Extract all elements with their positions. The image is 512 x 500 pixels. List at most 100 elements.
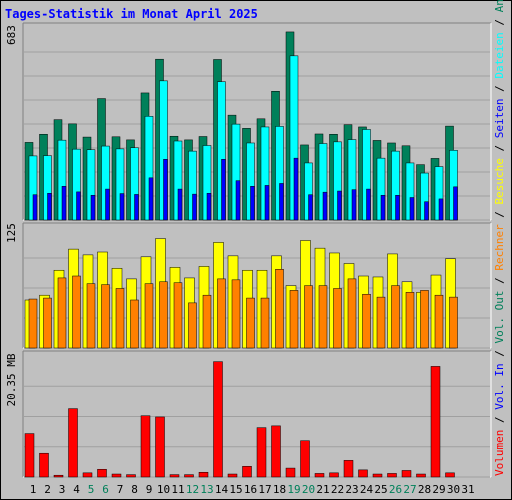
bar-volumen-day-6: [97, 469, 107, 478]
bar-rechner-day-20: [304, 285, 313, 349]
bar-volumen-day-22: [329, 472, 339, 478]
bar-rechner-day-3: [57, 277, 67, 349]
bar-rechner-day-16: [246, 297, 255, 349]
x-tick-label-day-5: 5: [88, 483, 95, 496]
x-tick-label-day-18: 18: [273, 483, 286, 496]
bar-volumen-day-30: [445, 472, 455, 478]
bar-seiten-day-24: [366, 188, 371, 221]
bar-volumen-day-11: [169, 474, 180, 478]
bar-volumen-day-17: [256, 427, 267, 478]
legend-dateien: Dateien: [493, 32, 506, 78]
bar-volumen-day-8: [126, 474, 136, 478]
x-tick-label-day-25: 25: [374, 483, 387, 496]
x-tick-label-day-13: 13: [200, 483, 213, 496]
legend-separator: /: [493, 410, 506, 430]
bar-rechner-day-6: [101, 284, 110, 349]
bar-volumen-day-28: [416, 473, 426, 478]
x-tick-label-day-7: 7: [117, 483, 124, 496]
legend-separator: /: [493, 12, 506, 32]
bar-rechner-day-28: [420, 290, 429, 349]
bar-rechner-day-8: [130, 299, 139, 349]
x-tick-label-day-3: 3: [59, 483, 66, 496]
bar-rechner-day-2: [43, 297, 52, 349]
bar-rechner-day-25: [376, 296, 386, 349]
bar-seiten-day-25: [380, 195, 386, 221]
bar-seiten-day-27: [409, 197, 415, 221]
bar-seiten-day-19: [293, 157, 299, 221]
x-tick-label-day-16: 16: [244, 483, 257, 496]
bar-rechner-day-15: [231, 279, 241, 349]
x-tick-label-day-26: 26: [389, 483, 402, 496]
bar-rechner-day-24: [362, 293, 371, 349]
bar-volumen-day-2: [39, 452, 49, 478]
bar-rechner-day-13: [202, 294, 212, 349]
bar-rechner-day-12: [188, 302, 197, 349]
y-axis-max-label: 683: [5, 25, 18, 45]
bar-seiten-day-15: [235, 180, 241, 221]
bar-volumen-day-1: [24, 433, 35, 478]
legend-vol-out: Vol. Out: [493, 291, 506, 344]
legend-anfragen: Anfragen: [493, 0, 506, 12]
bar-volumen-day-18: [271, 425, 281, 478]
bar-rechner-day-19: [289, 290, 299, 349]
x-tick-label-day-23: 23: [345, 483, 358, 496]
legend-seiten: Seiten: [493, 98, 506, 138]
bar-rechner-day-9: [144, 283, 154, 349]
bar-seiten-day-13: [206, 193, 212, 221]
x-tick-label-day-9: 9: [146, 483, 153, 496]
bar-seiten-day-23: [351, 189, 357, 221]
bar-volumen-day-20: [300, 440, 310, 478]
x-tick-label-day-8: 8: [131, 483, 138, 496]
bar-seiten-day-20: [308, 194, 313, 221]
x-tick-label-day-14: 14: [215, 483, 229, 496]
bar-volumen-day-10: [155, 416, 165, 478]
legend-rechner: Rechner: [493, 224, 506, 271]
bar-seiten-day-21: [322, 191, 328, 221]
bar-seiten-day-11: [177, 188, 183, 221]
bar-volumen-day-16: [242, 466, 252, 478]
legend-separator: /: [493, 271, 506, 291]
bar-seiten-day-29: [438, 198, 444, 221]
bar-seiten-day-1: [32, 194, 38, 221]
bar-rechner-day-17: [260, 297, 270, 349]
legend-vol-in: Vol. In: [493, 363, 506, 409]
x-tick-label-day-20: 20: [302, 483, 315, 496]
bar-rechner-day-21: [318, 285, 328, 349]
bar-seiten-day-8: [134, 194, 139, 221]
x-tick-label-day-24: 24: [360, 483, 374, 496]
x-tick-label-day-10: 10: [157, 483, 170, 496]
bar-rechner-day-18: [275, 269, 284, 349]
x-tick-label-day-19: 19: [287, 483, 300, 496]
bar-volumen-day-9: [140, 415, 151, 478]
bar-seiten-day-7: [119, 193, 125, 221]
bar-volumen-day-4: [68, 408, 78, 478]
x-tick-label-day-27: 27: [403, 483, 416, 496]
bar-seiten-day-2: [47, 193, 52, 221]
chart-title: Tages-Statistik im Monat April 2025: [5, 7, 258, 21]
legend-volumen: Volumen: [493, 430, 506, 476]
x-tick-label-day-29: 29: [432, 483, 445, 496]
bar-rechner-day-29: [434, 294, 444, 349]
legend-besuche: Besuche: [493, 158, 506, 204]
bar-seiten-day-9: [148, 177, 154, 221]
bar-volumen-day-5: [82, 472, 93, 478]
bar-seiten-day-6: [105, 188, 110, 221]
bar-volumen-day-19: [285, 467, 296, 478]
bar-rechner-day-14: [217, 278, 226, 349]
bar-volumen-day-26: [387, 473, 397, 478]
x-tick-label-day-31: 31: [461, 483, 474, 496]
bar-rechner-day-5: [86, 283, 96, 349]
bar-volumen-day-14: [213, 361, 223, 478]
right-legend: Volumen / Vol. In / Vol. Out / Rechner /…: [493, 0, 506, 476]
bar-seiten-day-17: [264, 185, 270, 221]
bar-seiten-day-3: [61, 186, 67, 221]
x-tick-label-day-12: 12: [186, 483, 199, 496]
x-tick-label-day-21: 21: [316, 483, 329, 496]
x-tick-label-day-11: 11: [171, 483, 184, 496]
x-tick-label-day-4: 4: [73, 483, 80, 496]
bar-seiten-day-4: [76, 191, 81, 221]
bar-volumen-day-7: [111, 473, 122, 478]
x-tick-label-day-17: 17: [258, 483, 271, 496]
x-tick-label-day-15: 15: [229, 483, 242, 496]
